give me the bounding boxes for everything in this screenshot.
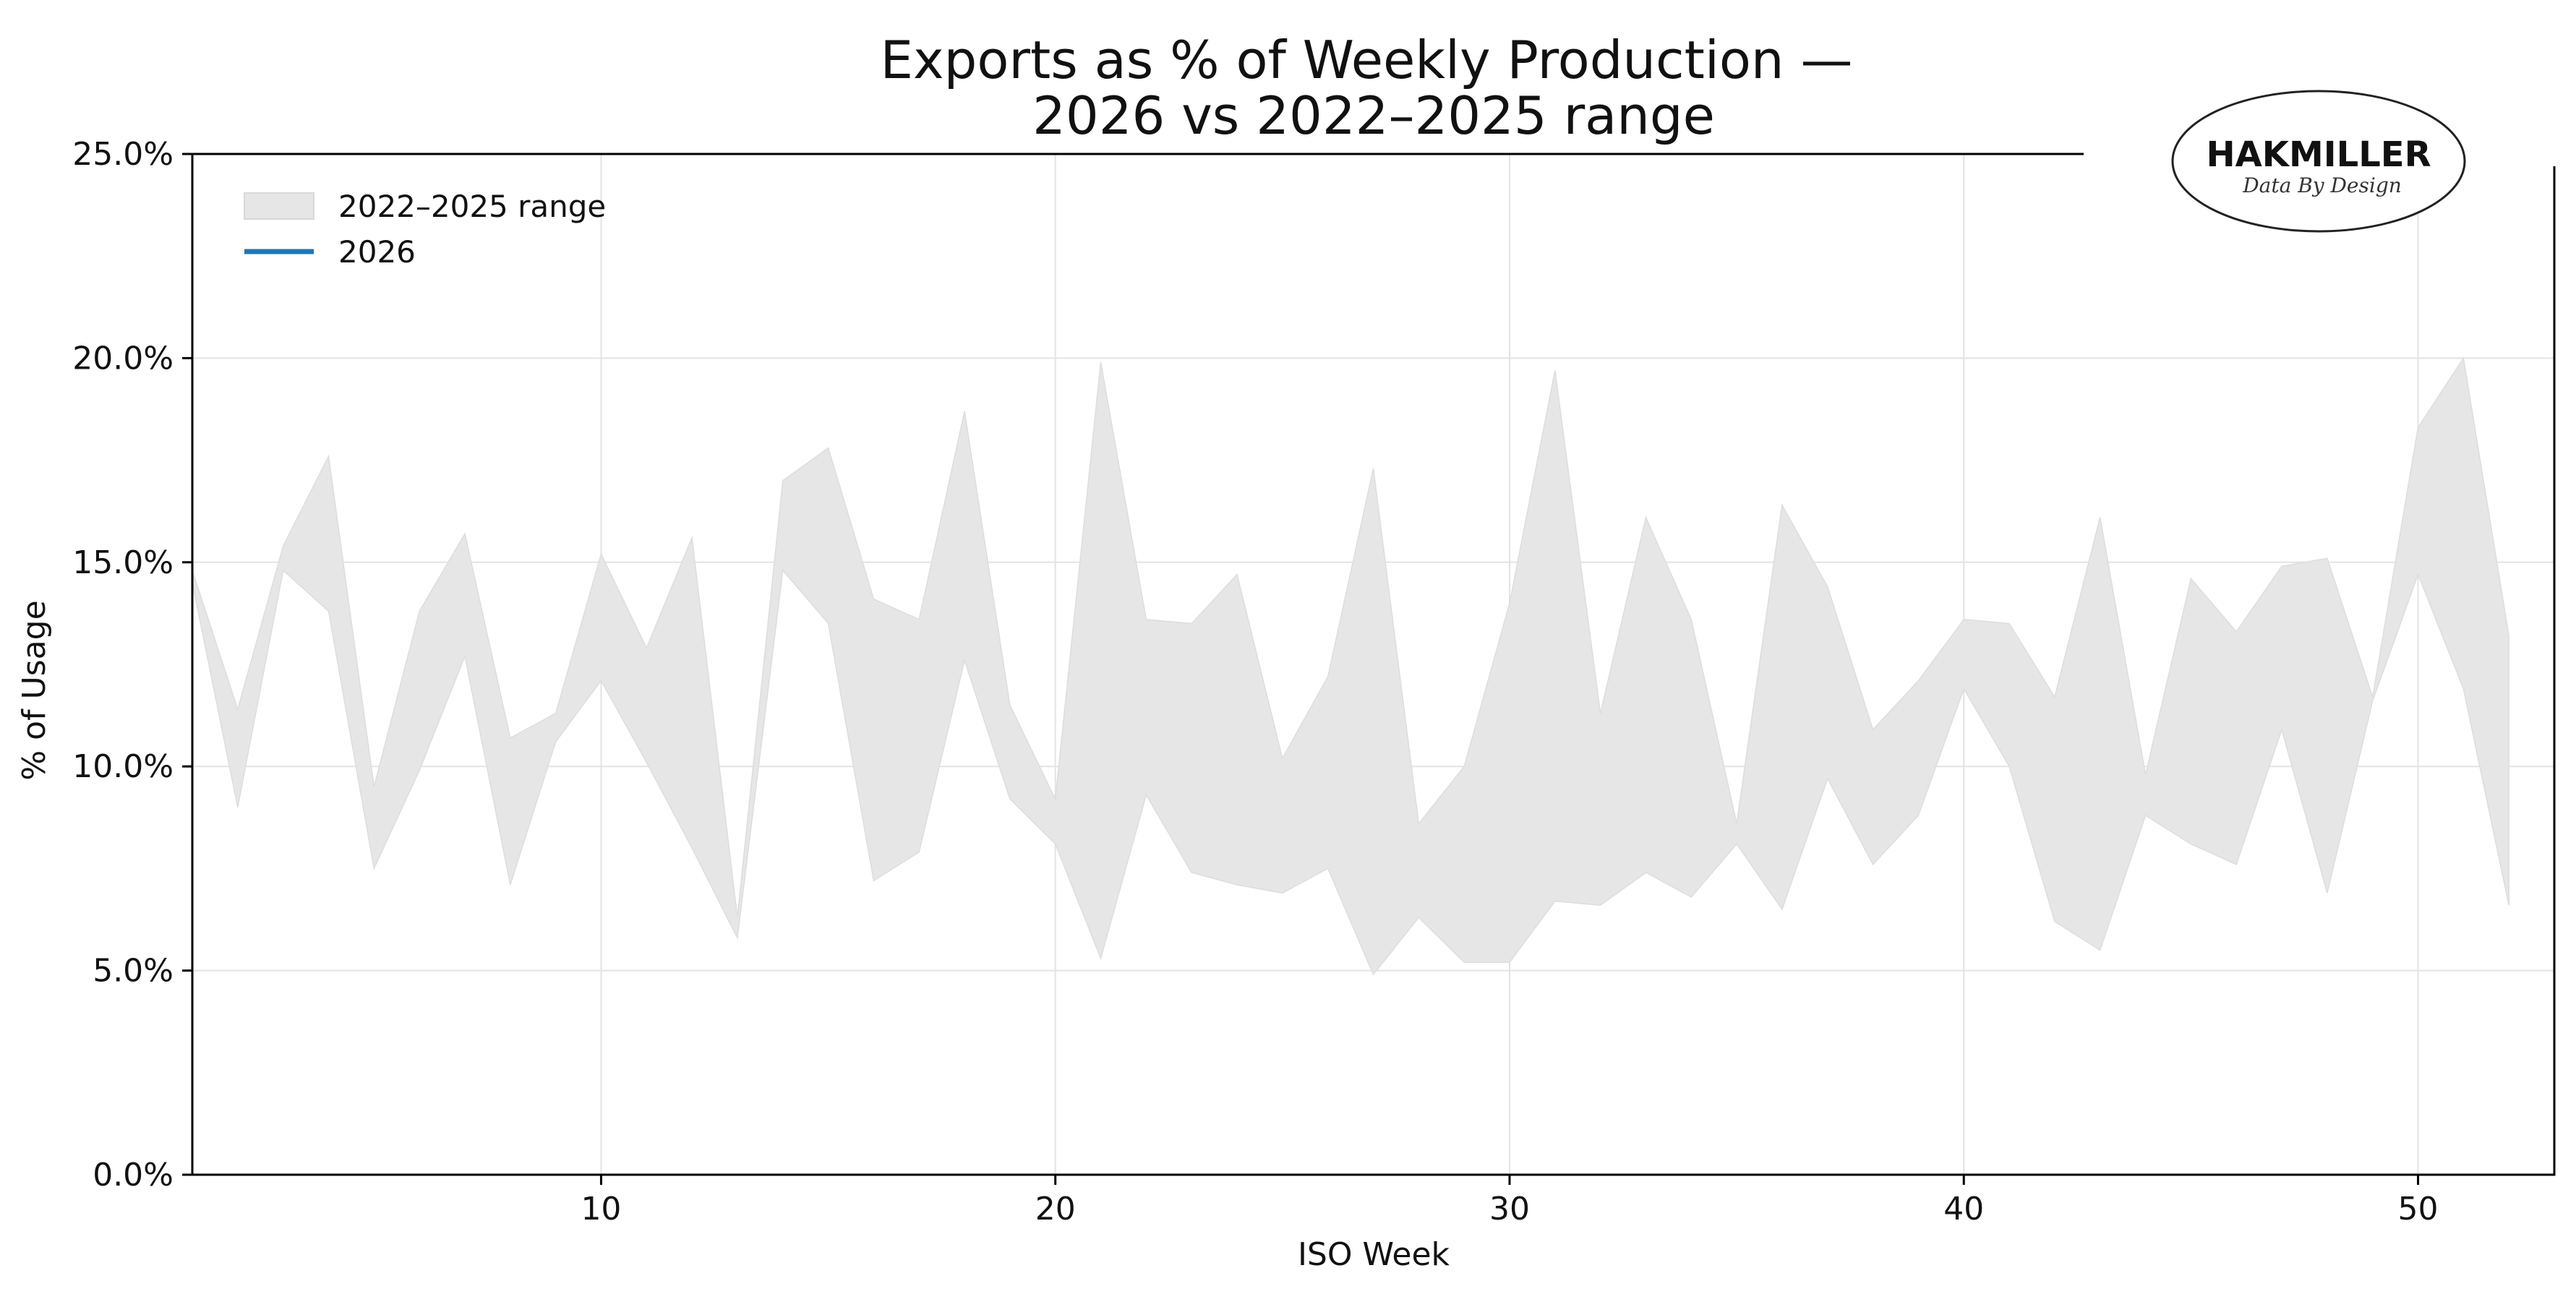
y-tick-label: 20.0% — [72, 340, 174, 377]
x-tick-label: 50 — [2398, 1191, 2439, 1227]
x-tick-labels: 10 20 30 40 50 — [581, 1191, 2438, 1227]
y-tick-label: 10.0% — [72, 748, 174, 785]
logo-brand: HAKMILLER — [2206, 134, 2431, 175]
legend-label-2026: 2026 — [338, 234, 416, 270]
axes — [182, 153, 2556, 1185]
chart-title-line2: 2026 vs 2022–2025 range — [1032, 85, 1715, 146]
legend-label-range: 2022–2025 range — [338, 189, 606, 224]
y-tick-label: 15.0% — [72, 544, 174, 581]
hakmiller-logo: HAKMILLER Data By Design — [2084, 90, 2561, 233]
x-tick-label: 20 — [1035, 1191, 1076, 1227]
y-axis-label: % of Usage — [16, 600, 53, 780]
x-tick-label: 10 — [581, 1191, 621, 1227]
logo-tagline: Data By Design — [2242, 173, 2402, 197]
y-tick-label: 5.0% — [93, 953, 174, 990]
range-band-layer — [192, 356, 2509, 976]
chart-title-line1: Exports as % of Weekly Production — — [881, 30, 1853, 90]
y-tick-label: 0.0% — [93, 1157, 174, 1194]
x-tick-label: 30 — [1489, 1191, 1530, 1227]
x-axis-label: ISO Week — [1298, 1236, 1450, 1273]
y-tick-labels: 0.0% 5.0% 10.0% 15.0% 20.0% 25.0% — [72, 136, 174, 1194]
legend: 2022–2025 range 2026 — [244, 189, 606, 270]
plot-frame — [191, 153, 2556, 1176]
range-band-2022-2025 — [192, 356, 2509, 976]
x-tick-label: 40 — [1943, 1191, 1984, 1227]
y-tick-label: 25.0% — [72, 136, 174, 173]
legend-swatch-range — [244, 192, 314, 220]
